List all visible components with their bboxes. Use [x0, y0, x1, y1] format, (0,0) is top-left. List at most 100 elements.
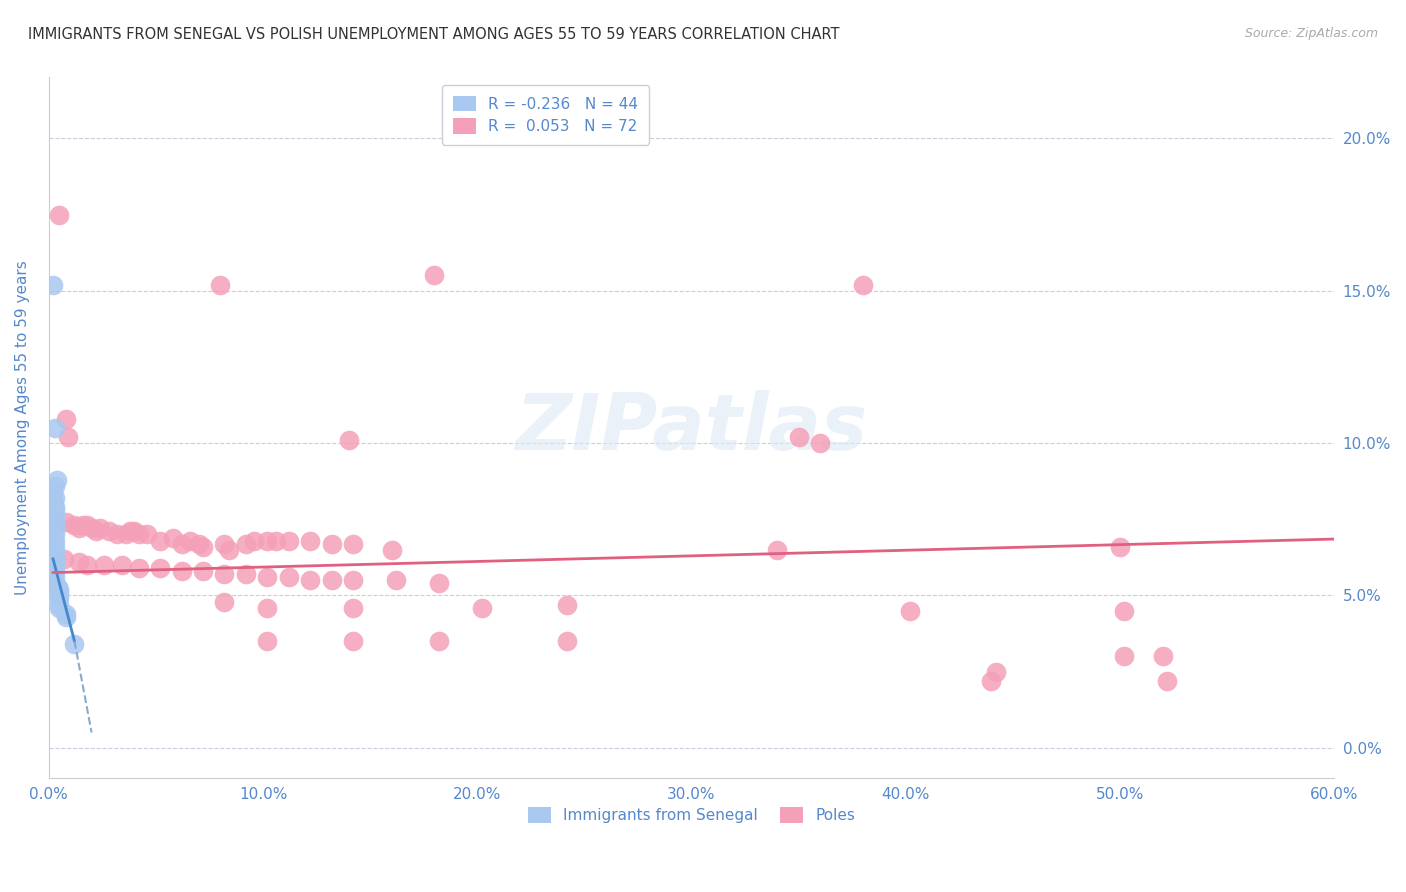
Point	[42, 518, 65, 533]
Point	[97, 524, 120, 539]
Point	[48, 585, 70, 599]
Point	[162, 531, 184, 545]
Point	[766, 542, 789, 557]
Point	[44, 576, 66, 591]
Point	[256, 634, 278, 648]
Point	[42, 561, 65, 575]
Point	[264, 533, 287, 548]
Point	[42, 497, 65, 511]
Point	[342, 573, 364, 587]
Point	[218, 542, 240, 557]
Point	[136, 527, 159, 541]
Point	[44, 527, 66, 541]
Y-axis label: Unemployment Among Ages 55 to 59 years: Unemployment Among Ages 55 to 59 years	[15, 260, 30, 595]
Point	[46, 473, 69, 487]
Point	[46, 579, 69, 593]
Point	[48, 208, 70, 222]
Point	[149, 533, 172, 548]
Point	[63, 637, 86, 651]
Point	[42, 506, 65, 520]
Point	[48, 598, 70, 612]
Point	[555, 598, 578, 612]
Point	[149, 561, 172, 575]
Point	[256, 600, 278, 615]
Point	[170, 564, 193, 578]
Point	[42, 536, 65, 550]
Point	[48, 591, 70, 606]
Point	[337, 433, 360, 447]
Point	[44, 500, 66, 514]
Point	[84, 524, 107, 539]
Point	[1114, 604, 1136, 618]
Point	[44, 479, 66, 493]
Point	[852, 277, 875, 292]
Point	[427, 576, 450, 591]
Point	[44, 546, 66, 560]
Point	[980, 673, 1002, 688]
Point	[44, 570, 66, 584]
Point	[44, 491, 66, 505]
Point	[299, 573, 322, 587]
Text: Source: ZipAtlas.com: Source: ZipAtlas.com	[1244, 27, 1378, 40]
Point	[44, 503, 66, 517]
Point	[214, 536, 236, 550]
Point	[342, 536, 364, 550]
Point	[209, 277, 232, 292]
Point	[170, 536, 193, 550]
Point	[277, 570, 299, 584]
Point	[120, 524, 142, 539]
Point	[42, 555, 65, 569]
Point	[299, 533, 322, 548]
Point	[427, 634, 450, 648]
Point	[191, 540, 214, 554]
Point	[342, 634, 364, 648]
Point	[187, 536, 209, 550]
Point	[42, 573, 65, 587]
Point	[42, 531, 65, 545]
Point	[93, 558, 115, 572]
Point	[55, 411, 77, 425]
Point	[80, 521, 103, 535]
Point	[128, 527, 150, 541]
Point	[55, 516, 77, 530]
Point	[243, 533, 266, 548]
Point	[42, 549, 65, 563]
Point	[1152, 649, 1174, 664]
Point	[342, 600, 364, 615]
Point	[105, 527, 128, 541]
Point	[63, 518, 86, 533]
Point	[235, 536, 257, 550]
Point	[42, 512, 65, 526]
Point	[380, 542, 402, 557]
Point	[179, 533, 201, 548]
Point	[898, 604, 921, 618]
Point	[42, 484, 65, 499]
Point	[42, 542, 65, 557]
Point	[214, 567, 236, 582]
Point	[277, 533, 299, 548]
Point	[44, 558, 66, 572]
Point	[76, 518, 98, 533]
Point	[48, 582, 70, 597]
Point	[55, 607, 77, 621]
Text: ZIPatlas: ZIPatlas	[516, 390, 868, 466]
Point	[124, 524, 146, 539]
Point	[44, 564, 66, 578]
Point	[128, 561, 150, 575]
Point	[214, 594, 236, 608]
Point	[44, 421, 66, 435]
Point	[110, 558, 132, 572]
Point	[56, 430, 79, 444]
Point	[984, 665, 1007, 679]
Point	[42, 524, 65, 539]
Point	[1156, 673, 1178, 688]
Point	[321, 536, 343, 550]
Point	[52, 552, 75, 566]
Point	[787, 430, 810, 444]
Point	[67, 555, 90, 569]
Point	[44, 516, 66, 530]
Point	[808, 436, 831, 450]
Point	[48, 600, 70, 615]
Point	[191, 564, 214, 578]
Point	[42, 567, 65, 582]
